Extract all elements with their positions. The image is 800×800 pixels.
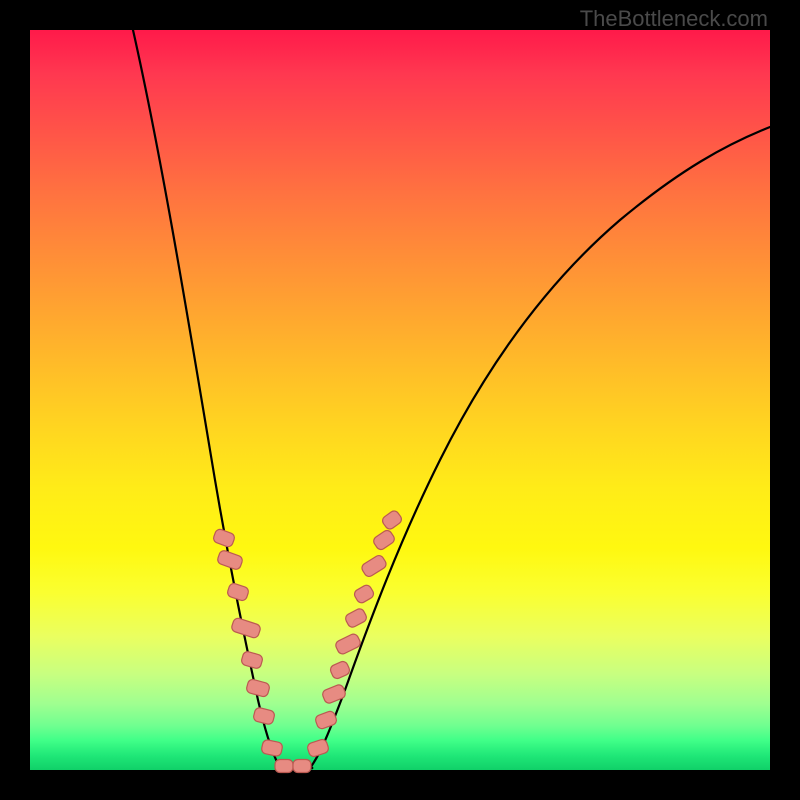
chart-root: TheBottleneck.com (0, 0, 800, 800)
watermark-text: TheBottleneck.com (580, 6, 768, 32)
gradient-plot-area (30, 30, 770, 770)
